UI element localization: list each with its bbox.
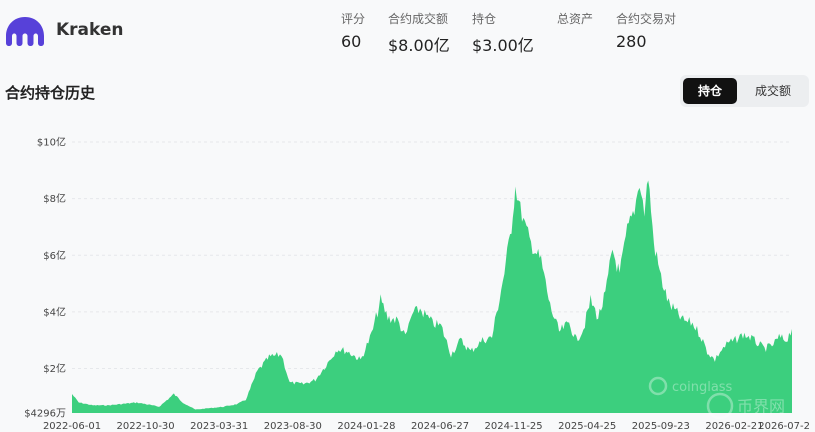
x-tick-label: 2023-08-30 <box>264 421 322 432</box>
y-axis: $4296万 $2亿 $4亿 $6亿 $8亿 $10亿 <box>24 136 66 420</box>
stat-value: $3.00亿 <box>472 36 534 55</box>
stat-rating: 评分 60 <box>341 10 365 51</box>
y-tick-label: $10亿 <box>37 136 66 149</box>
stat-label: 总资产 <box>557 12 594 26</box>
x-tick-label: 2022-10-30 <box>117 421 175 432</box>
stat-total-assets: 总资产 <box>557 10 593 32</box>
stat-open-interest: 持仓 $3.00亿 <box>472 10 534 56</box>
y-tick-label: $8亿 <box>43 192 66 205</box>
section-title: 合约持仓历史 <box>5 84 96 102</box>
watermark-coinglass: coinglass <box>672 380 733 395</box>
stat-value: 60 <box>341 32 362 51</box>
watermark-site: 币界网 <box>737 397 785 416</box>
tab-volume[interactable]: 成交额 <box>754 84 791 98</box>
x-tick-label: 2026-07-2 <box>758 421 810 432</box>
watermark: coinglass 币界网 <box>648 376 785 420</box>
x-tick-label: 2024-06-27 <box>411 421 469 432</box>
stat-label: 持仓 <box>472 12 497 26</box>
open-interest-chart: $4296万 $2亿 $4亿 $6亿 $8亿 $10亿 2022-06-01 2022-10… <box>24 136 810 432</box>
y-tick-label: $4296万 <box>24 409 66 420</box>
stat-value: $8.00亿 <box>388 36 450 55</box>
x-tick-label: 2024-01-28 <box>337 421 395 432</box>
x-axis: 2022-06-01 2022-10-30 2023-03-31 2023-08-30… <box>43 421 810 432</box>
header: Kraken 评分 60 合约成交额 $8.00亿 持仓 $3.00亿 总资产 … <box>0 0 815 70</box>
x-tick-label: 2022-06-01 <box>43 421 101 432</box>
x-tick-label: 2024-11-25 <box>485 421 543 432</box>
metric-toggle: 持仓 成交额 <box>680 75 809 107</box>
y-tick-label: $4亿 <box>43 305 66 318</box>
stat-label: 评分 <box>341 12 366 26</box>
x-tick-label: 2026-02-21 <box>705 421 763 432</box>
y-tick-label: $6亿 <box>43 249 66 262</box>
brand-name: Kraken <box>56 20 124 40</box>
stat-pairs: 合约交易对 280 <box>616 10 676 51</box>
stat-label: 合约成交额 <box>388 12 449 26</box>
x-tick-label: 2025-04-25 <box>558 421 616 432</box>
tab-open-interest[interactable]: 持仓 <box>683 78 737 104</box>
kraken-logo-icon <box>6 17 44 46</box>
stat-value: 280 <box>616 32 647 51</box>
y-tick-label: $2亿 <box>43 362 66 375</box>
x-tick-label: 2025-09-23 <box>632 421 690 432</box>
open-interest-area <box>72 180 792 413</box>
stat-volume: 合约成交额 $8.00亿 <box>388 10 450 56</box>
x-tick-label: 2023-03-31 <box>190 421 248 432</box>
stat-label: 合约交易对 <box>616 12 677 26</box>
